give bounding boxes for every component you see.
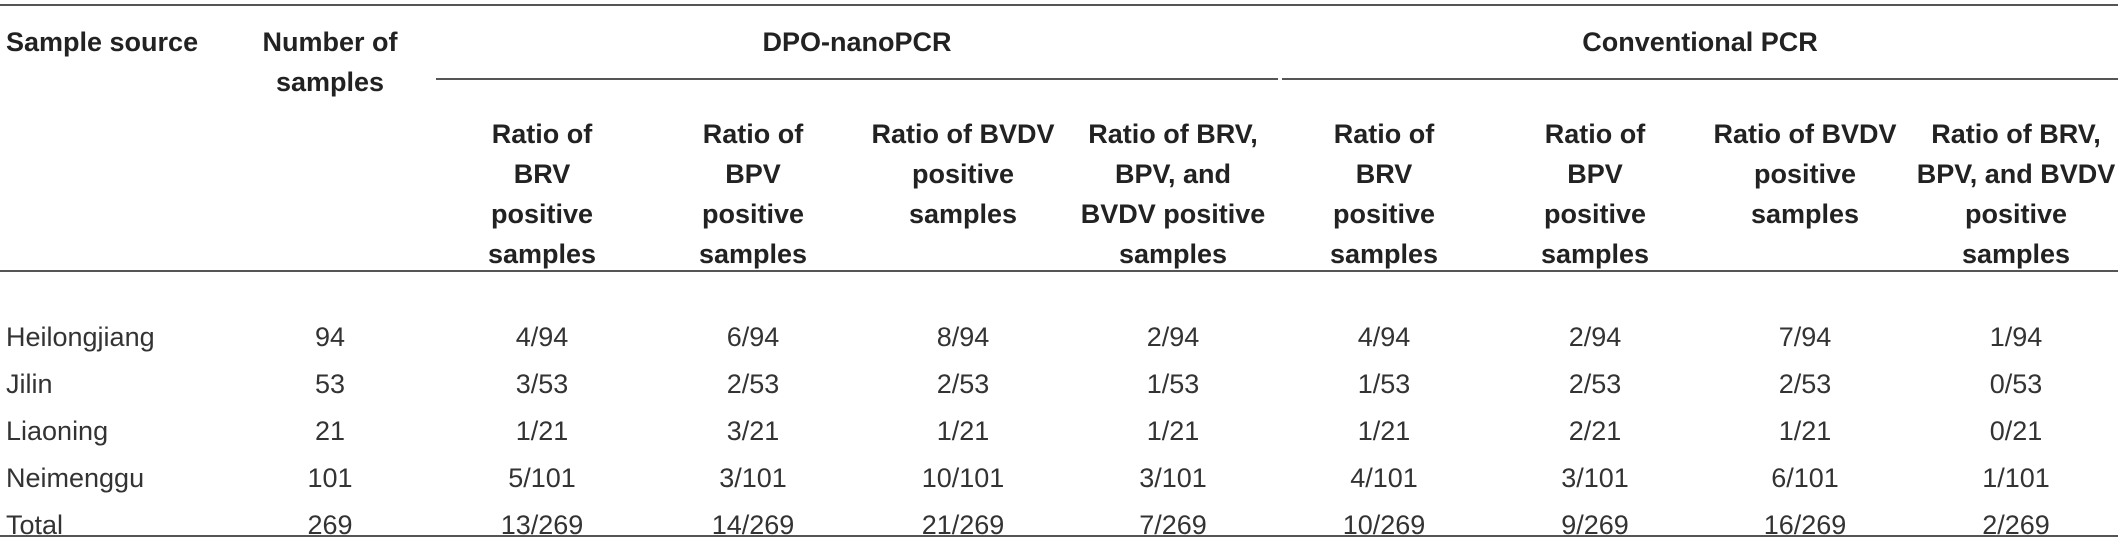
cell-conv-all: 1/101 xyxy=(1982,463,2050,493)
cell-dpo-all: 3/101 xyxy=(1139,463,1207,493)
cell-conv-brv: 4/94 xyxy=(1357,322,1411,352)
header-dpo-nanopcr: DPO-nanoPCR xyxy=(762,27,952,57)
cell-conv-bvdv: 7/94 xyxy=(1778,322,1832,352)
cell-source: Heilongjiang xyxy=(6,322,155,352)
cell-conv-brv: 1/21 xyxy=(1357,416,1411,446)
cell-count: 53 xyxy=(314,369,346,399)
table-row: Heilongjiang 94 4/94 6/94 8/94 2/94 4/94… xyxy=(0,294,2118,361)
cell-dpo-all: 1/21 xyxy=(1146,416,1200,446)
cell-count: 269 xyxy=(307,510,353,540)
cell-dpo-bvdv: 10/101 xyxy=(921,463,1005,493)
header-conv-bvdv: Ratio of BVDV positive samples xyxy=(1713,119,1897,229)
cell-conv-brv: 4/101 xyxy=(1350,463,1418,493)
header-conventional-pcr: Conventional PCR xyxy=(1582,27,1818,57)
header-dpo-all: Ratio of BRV, BPV, and BVDV positive sam… xyxy=(1080,119,1266,269)
cell-dpo-brv: 5/101 xyxy=(508,463,576,493)
cell-source: Total xyxy=(6,510,64,540)
cell-dpo-bpv: 3/101 xyxy=(719,463,787,493)
cell-conv-bvdv: 1/21 xyxy=(1778,416,1832,446)
cell-dpo-bvdv: 1/21 xyxy=(936,416,990,446)
cell-dpo-brv: 1/21 xyxy=(515,416,569,446)
cell-conv-brv: 10/269 xyxy=(1342,510,1426,540)
table-row: Jilin 53 3/53 2/53 2/53 1/53 1/53 2/53 2… xyxy=(0,361,2118,408)
cell-conv-bpv: 2/53 xyxy=(1568,369,1622,399)
cell-source: Neimenggu xyxy=(6,463,145,493)
cell-dpo-bpv: 14/269 xyxy=(711,510,795,540)
cell-conv-bvdv: 2/53 xyxy=(1778,369,1832,399)
header-dpo-bpv: Ratio of BPV positive samples xyxy=(698,119,808,269)
cell-dpo-bvdv: 21/269 xyxy=(921,510,1005,540)
cell-conv-all: 2/269 xyxy=(1982,510,2050,540)
cell-conv-all: 0/21 xyxy=(1989,416,2043,446)
header-dpo-brv: Ratio of BRV positive samples xyxy=(487,119,597,269)
bottom-rule xyxy=(0,535,2118,537)
cell-dpo-all: 7/269 xyxy=(1139,510,1207,540)
cell-conv-all: 0/53 xyxy=(1989,369,2043,399)
header-conv-all: Ratio of BRV, BPV, and BVDV positive sam… xyxy=(1916,119,2116,269)
cell-dpo-brv: 13/269 xyxy=(500,510,584,540)
cell-count: 101 xyxy=(307,463,353,493)
cell-conv-all: 1/94 xyxy=(1989,322,2043,352)
top-rule xyxy=(0,4,2118,6)
cell-dpo-brv: 3/53 xyxy=(515,369,569,399)
cell-dpo-bpv: 3/21 xyxy=(726,416,780,446)
header-conv-bpv: Ratio of BPV positive samples xyxy=(1540,119,1650,269)
header-rule xyxy=(0,270,2118,272)
header-sample-source: Sample source xyxy=(6,27,199,57)
cell-conv-bpv: 2/21 xyxy=(1568,416,1622,446)
cell-conv-bvdv: 6/101 xyxy=(1771,463,1839,493)
cell-conv-bpv: 3/101 xyxy=(1561,463,1629,493)
results-table: Sample source Number of samples DPO-nano… xyxy=(0,8,2118,549)
cell-conv-bpv: 9/269 xyxy=(1561,510,1629,540)
dpo-group-rule xyxy=(436,78,1278,80)
cell-conv-bvdv: 16/269 xyxy=(1763,510,1847,540)
cell-dpo-all: 1/53 xyxy=(1146,369,1200,399)
cell-source: Jilin xyxy=(6,369,53,399)
table-row: Liaoning 21 1/21 3/21 1/21 1/21 1/21 2/2… xyxy=(0,408,2118,455)
cell-dpo-bpv: 6/94 xyxy=(726,322,780,352)
cell-dpo-all: 2/94 xyxy=(1146,322,1200,352)
cell-dpo-brv: 4/94 xyxy=(515,322,569,352)
cell-count: 94 xyxy=(314,322,346,352)
conventional-group-rule xyxy=(1282,78,2118,80)
cell-count: 21 xyxy=(314,416,346,446)
cell-dpo-bvdv: 2/53 xyxy=(936,369,990,399)
header-conv-brv: Ratio of BRV positive samples xyxy=(1329,119,1439,269)
header-number-of-samples: Number of samples xyxy=(262,27,398,97)
cell-dpo-bpv: 2/53 xyxy=(726,369,780,399)
cell-conv-brv: 1/53 xyxy=(1357,369,1411,399)
header-dpo-bvdv: Ratio of BVDV positive samples xyxy=(871,119,1055,229)
table-row: Neimenggu 101 5/101 3/101 10/101 3/101 4… xyxy=(0,455,2118,502)
cell-source: Liaoning xyxy=(6,416,109,446)
cell-dpo-bvdv: 8/94 xyxy=(936,322,990,352)
table-row: Total 269 13/269 14/269 21/269 7/269 10/… xyxy=(0,502,2118,549)
cell-conv-bpv: 2/94 xyxy=(1568,322,1622,352)
